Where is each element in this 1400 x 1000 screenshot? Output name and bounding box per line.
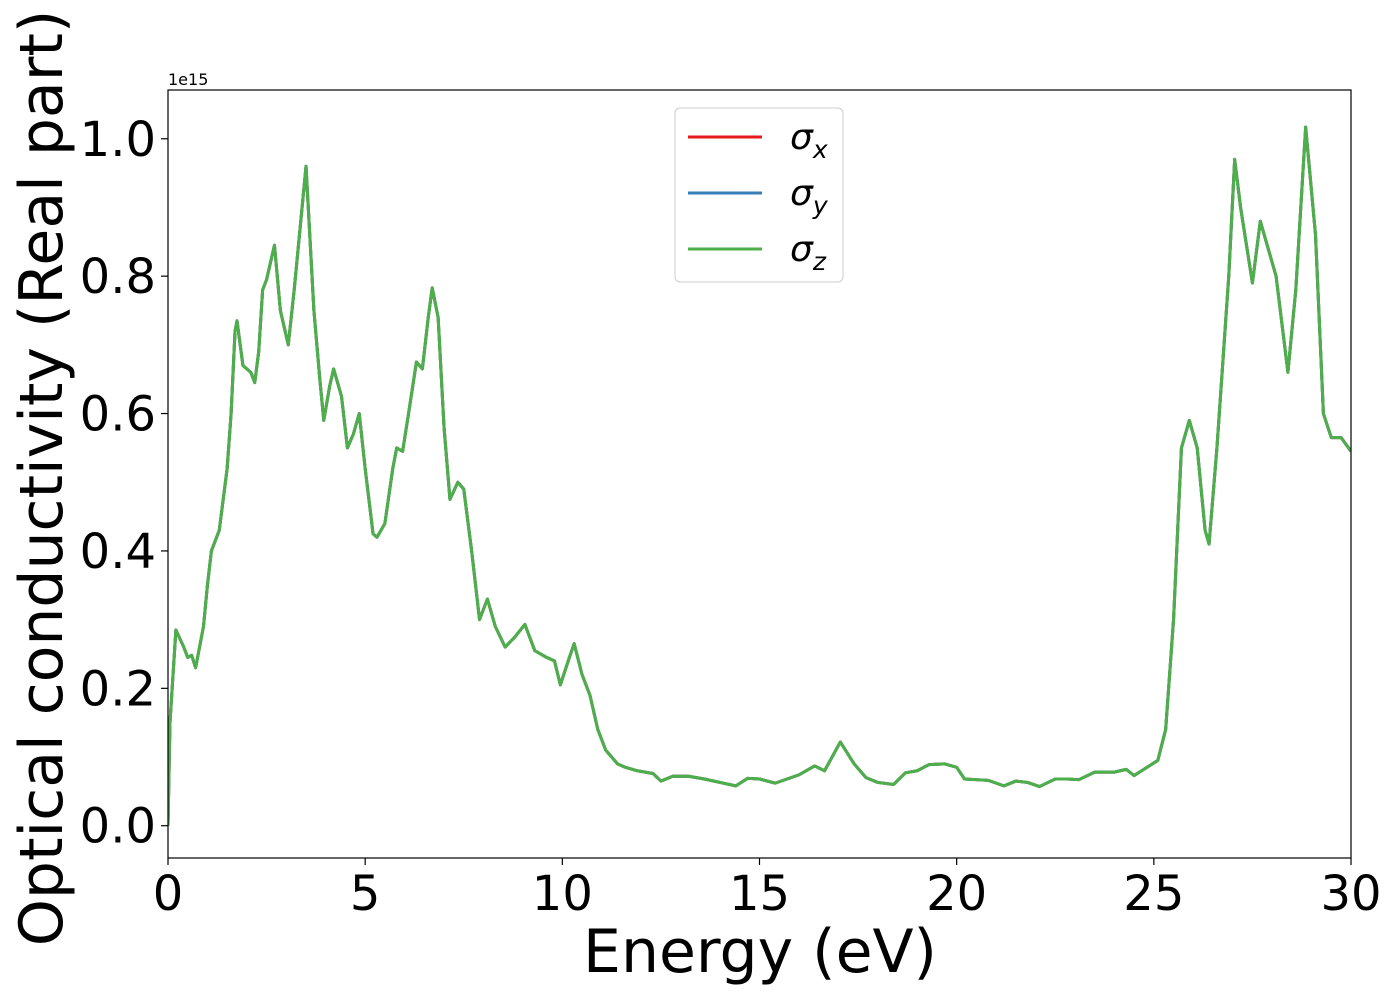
x-tick-label: 10 [532, 866, 593, 922]
legend-label: σz [790, 229, 827, 276]
y-tick-label: 1.0 [80, 112, 156, 168]
y-tick-label: 0.8 [80, 249, 156, 305]
x-tick-label: 25 [1123, 866, 1184, 922]
offset-text: 1e15 [168, 70, 208, 89]
x-tick-label: 0 [153, 866, 184, 922]
y-tick-label: 0.0 [80, 799, 156, 855]
x-tick-label: 20 [926, 866, 987, 922]
legend-box [674, 107, 844, 283]
legend-label: σx [790, 117, 828, 164]
x-tick-label: 30 [1320, 866, 1381, 922]
y-tick-label: 0.6 [80, 387, 156, 443]
x-axis-label: Energy (eV) [583, 917, 937, 987]
y-tick-label: 0.2 [80, 661, 156, 717]
x-tick-label: 15 [729, 866, 790, 922]
x-tick-label: 5 [350, 866, 381, 922]
series-line [168, 125, 1351, 826]
plot-frame [167, 89, 1352, 859]
y-axis-label: Optical conductivity (Real part) [7, 10, 77, 947]
legend-label: σy [790, 173, 829, 220]
y-tick-label: 0.4 [80, 524, 156, 580]
